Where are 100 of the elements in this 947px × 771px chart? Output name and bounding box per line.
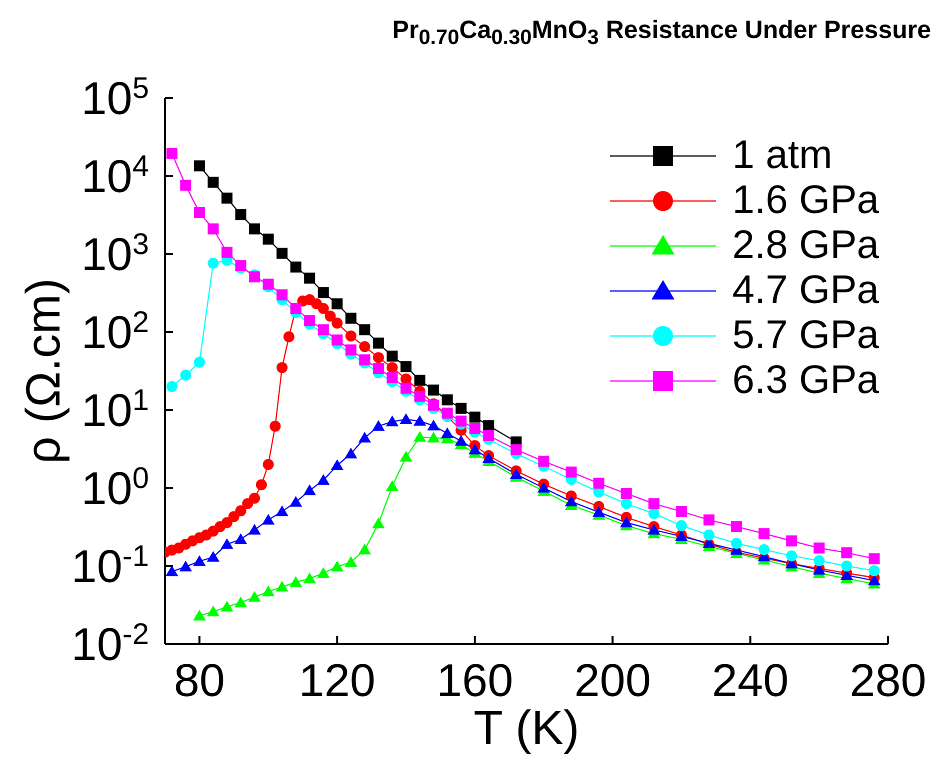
- point: [221, 517, 232, 528]
- point: [330, 459, 344, 470]
- point: [414, 374, 426, 386]
- point: [372, 420, 385, 431]
- point: [469, 422, 480, 434]
- point: [386, 480, 399, 492]
- point: [537, 482, 550, 493]
- point: [841, 560, 852, 572]
- point: [324, 310, 336, 322]
- point: [166, 381, 178, 392]
- point: [400, 373, 412, 384]
- point: [290, 576, 302, 587]
- point: [456, 402, 467, 414]
- point: [270, 420, 281, 432]
- point: [469, 412, 480, 423]
- point: [208, 258, 219, 269]
- point: [318, 324, 329, 336]
- point: [468, 444, 482, 454]
- point: [180, 370, 192, 381]
- y-tick-label: 10$^{-2}$: [71, 618, 149, 670]
- chart-title: Pr$_{0.70}$Ca$_{0.30}$MnO$_{3}$ Resistance Under Pressure: [391, 15, 932, 51]
- point: [221, 246, 232, 258]
- point: [566, 466, 577, 478]
- point: [234, 596, 248, 608]
- point: [676, 506, 687, 517]
- legend-label: 6.3 GPa: [732, 358, 879, 403]
- point: [179, 560, 192, 572]
- point: [276, 289, 288, 300]
- point: [442, 394, 453, 406]
- point: [332, 298, 343, 310]
- point: [786, 535, 798, 546]
- x-tick-label: 80: [174, 654, 226, 706]
- point: [249, 492, 260, 504]
- x-tick-label: 280: [850, 654, 926, 706]
- point: [841, 547, 852, 558]
- point: [358, 544, 372, 554]
- point: [303, 572, 316, 584]
- point: [386, 362, 398, 374]
- point: [249, 223, 260, 234]
- point: [248, 590, 261, 602]
- point: [208, 223, 219, 234]
- point: [317, 474, 330, 485]
- point: [731, 538, 742, 549]
- y-tick-label: 10$^{1}$: [81, 384, 149, 436]
- point: [276, 248, 288, 259]
- y-tick-label: 10$^{4}$: [81, 150, 149, 202]
- point: [592, 506, 606, 517]
- point: [440, 427, 454, 438]
- point: [359, 354, 370, 366]
- point: [235, 260, 246, 272]
- point: [166, 565, 178, 576]
- y-tick-label: 10$^{0}$: [81, 462, 149, 514]
- point: [330, 560, 344, 572]
- point: [256, 479, 267, 490]
- point: [194, 356, 205, 368]
- y-tick-label: 10$^{2}$: [81, 306, 149, 358]
- point: [414, 390, 426, 402]
- point: [510, 468, 522, 479]
- point: [428, 384, 440, 396]
- point: [400, 361, 412, 372]
- point: [194, 207, 205, 218]
- point: [868, 553, 880, 564]
- point: [262, 514, 275, 525]
- point: [620, 488, 632, 500]
- point: [262, 459, 274, 470]
- point: [248, 524, 261, 535]
- point: [413, 431, 426, 442]
- point: [386, 416, 399, 426]
- point: [304, 272, 316, 284]
- point: [166, 148, 178, 159]
- point: [868, 565, 880, 576]
- point: [427, 432, 440, 442]
- point: [276, 505, 288, 516]
- point: [620, 498, 632, 510]
- y-axis-title: ρ (Ω.cm): [18, 278, 70, 464]
- point: [317, 567, 330, 578]
- point: [193, 555, 206, 566]
- point: [400, 450, 412, 462]
- point: [262, 586, 275, 596]
- point: [593, 478, 604, 489]
- point: [332, 318, 343, 329]
- point: [703, 514, 714, 526]
- point: [345, 344, 356, 356]
- point: [372, 338, 384, 349]
- point: [413, 415, 426, 426]
- point: [564, 496, 578, 506]
- point: [456, 416, 467, 427]
- point: [332, 334, 343, 346]
- point: [276, 580, 288, 592]
- point: [262, 234, 274, 245]
- point: [538, 456, 550, 467]
- point: [814, 542, 825, 554]
- point: [318, 287, 329, 298]
- point: [372, 363, 384, 374]
- point: [786, 550, 798, 562]
- point: [358, 432, 372, 442]
- legend-label: 1.6 GPa: [732, 178, 879, 223]
- point: [220, 600, 234, 612]
- point: [648, 524, 660, 535]
- y-tick-label: 10$^{5}$: [81, 72, 149, 124]
